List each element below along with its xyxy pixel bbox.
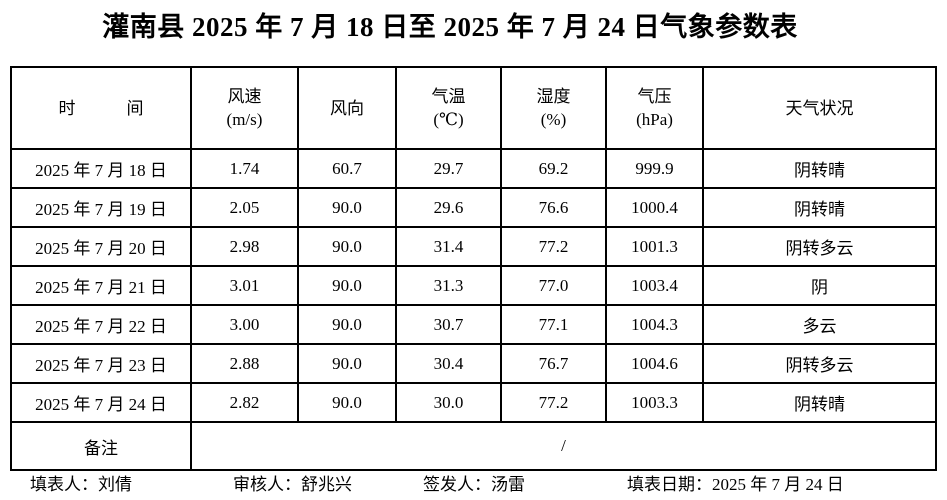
- cell-pressure: 1000.4: [605, 187, 704, 228]
- remark-label: 备注: [10, 421, 192, 471]
- cell-humidity: 76.6: [500, 187, 607, 228]
- footer-fill-date: 填表日期：2025 年 7 月 24 日: [627, 475, 844, 494]
- page-title: 灌南县 2025 年 7 月 18 日至 2025 年 7 月 24 日气象参数…: [102, 12, 798, 42]
- col-header-pressure: 气压 (hPa): [605, 66, 704, 150]
- col-header-wind-direction-label: 风向: [330, 98, 364, 118]
- cell-temperature: 29.7: [395, 148, 502, 189]
- cell-weather: 阴转多云: [702, 343, 937, 384]
- cell-wind-direction: 90.0: [297, 382, 397, 423]
- table-row: 2025 年 7 月 22 日 3.00 90.0 30.7 77.1 1004…: [10, 304, 937, 345]
- weather-table: 时 间 风速 (m/s) 风向 气温 (℃) 湿度 (%) 气压 (hPa): [10, 66, 937, 471]
- table-row: 2025 年 7 月 20 日 2.98 90.0 31.4 77.2 1001…: [10, 226, 937, 267]
- col-header-temperature-unit: (℃): [433, 110, 464, 129]
- remark-value: /: [190, 421, 937, 471]
- cell-pressure: 1003.4: [605, 265, 704, 306]
- cell-pressure: 999.9: [605, 148, 704, 189]
- table-row: 2025 年 7 月 19 日 2.05 90.0 29.6 76.6 1000…: [10, 187, 937, 228]
- cell-weather: 多云: [702, 304, 937, 345]
- cell-temperature: 31.3: [395, 265, 502, 306]
- cell-wind-direction: 90.0: [297, 265, 397, 306]
- footer-issuer: 签发人：汤雷: [423, 475, 525, 494]
- cell-temperature: 29.6: [395, 187, 502, 228]
- col-header-time-label: 时 间: [58, 98, 144, 118]
- cell-weather: 阴: [702, 265, 937, 306]
- cell-pressure: 1001.3: [605, 226, 704, 267]
- cell-wind-speed: 2.98: [190, 226, 299, 267]
- cell-humidity: 77.2: [500, 226, 607, 267]
- cell-pressure: 1003.3: [605, 382, 704, 423]
- cell-weather: 阴转晴: [702, 148, 937, 189]
- cell-weather: 阴转多云: [702, 226, 937, 267]
- col-header-wind-direction: 风向: [297, 66, 397, 150]
- cell-wind-speed: 2.82: [190, 382, 299, 423]
- cell-temperature: 30.7: [395, 304, 502, 345]
- col-header-humidity: 湿度 (%): [500, 66, 607, 150]
- col-header-humidity-label: 湿度: [536, 87, 571, 106]
- cell-humidity: 77.0: [500, 265, 607, 306]
- table-row: 2025 年 7 月 23 日 2.88 90.0 30.4 76.7 1004…: [10, 343, 937, 384]
- col-header-pressure-unit: (hPa): [636, 110, 673, 129]
- col-header-humidity-unit: (%): [540, 110, 567, 129]
- cell-temperature: 31.4: [395, 226, 502, 267]
- col-header-time: 时 间: [10, 66, 192, 150]
- cell-weather: 阴转晴: [702, 382, 937, 423]
- cell-pressure: 1004.3: [605, 304, 704, 345]
- cell-date: 2025 年 7 月 18 日: [10, 148, 192, 189]
- cell-wind-speed: 1.74: [190, 148, 299, 189]
- cell-date: 2025 年 7 月 19 日: [10, 187, 192, 228]
- col-header-pressure-label: 气压: [637, 87, 672, 106]
- cell-wind-direction: 90.0: [297, 304, 397, 345]
- cell-date: 2025 年 7 月 23 日: [10, 343, 192, 384]
- remark-row: 备注 /: [10, 421, 937, 471]
- cell-date: 2025 年 7 月 22 日: [10, 304, 192, 345]
- cell-wind-speed: 3.01: [190, 265, 299, 306]
- cell-wind-direction: 90.0: [297, 226, 397, 267]
- col-header-weather-label: 天气状况: [785, 98, 854, 118]
- cell-wind-speed: 2.05: [190, 187, 299, 228]
- cell-temperature: 30.4: [395, 343, 502, 384]
- table-row: 2025 年 7 月 24 日 2.82 90.0 30.0 77.2 1003…: [10, 382, 937, 423]
- cell-date: 2025 年 7 月 20 日: [10, 226, 192, 267]
- cell-wind-speed: 3.00: [190, 304, 299, 345]
- cell-wind-direction: 90.0: [297, 343, 397, 384]
- cell-date: 2025 年 7 月 24 日: [10, 382, 192, 423]
- cell-wind-speed: 2.88: [190, 343, 299, 384]
- col-header-wind-speed-label: 风速: [227, 87, 262, 106]
- cell-humidity: 69.2: [500, 148, 607, 189]
- table-row: 2025 年 7 月 21 日 3.01 90.0 31.3 77.0 1003…: [10, 265, 937, 306]
- cell-temperature: 30.0: [395, 382, 502, 423]
- footer-preparer: 填表人：刘倩: [30, 475, 132, 494]
- cell-wind-direction: 60.7: [297, 148, 397, 189]
- col-header-weather: 天气状况: [702, 66, 937, 150]
- col-header-temperature-label: 气温: [431, 87, 466, 106]
- cell-humidity: 77.1: [500, 304, 607, 345]
- cell-pressure: 1004.6: [605, 343, 704, 384]
- cell-humidity: 76.7: [500, 343, 607, 384]
- col-header-wind-speed-unit: (m/s): [226, 110, 263, 129]
- col-header-wind-speed: 风速 (m/s): [190, 66, 299, 150]
- cell-weather: 阴转晴: [702, 187, 937, 228]
- cell-humidity: 77.2: [500, 382, 607, 423]
- signature-footer: 填表人：刘倩 审核人：舒兆兴 签发人：汤雷 填表日期：2025 年 7 月 24…: [0, 468, 947, 496]
- cell-date: 2025 年 7 月 21 日: [10, 265, 192, 306]
- table-header-row: 时 间 风速 (m/s) 风向 气温 (℃) 湿度 (%) 气压 (hPa): [10, 66, 937, 150]
- col-header-temperature: 气温 (℃): [395, 66, 502, 150]
- table-row: 2025 年 7 月 18 日 1.74 60.7 29.7 69.2 999.…: [10, 148, 937, 189]
- footer-reviewer: 审核人：舒兆兴: [233, 475, 352, 494]
- cell-wind-direction: 90.0: [297, 187, 397, 228]
